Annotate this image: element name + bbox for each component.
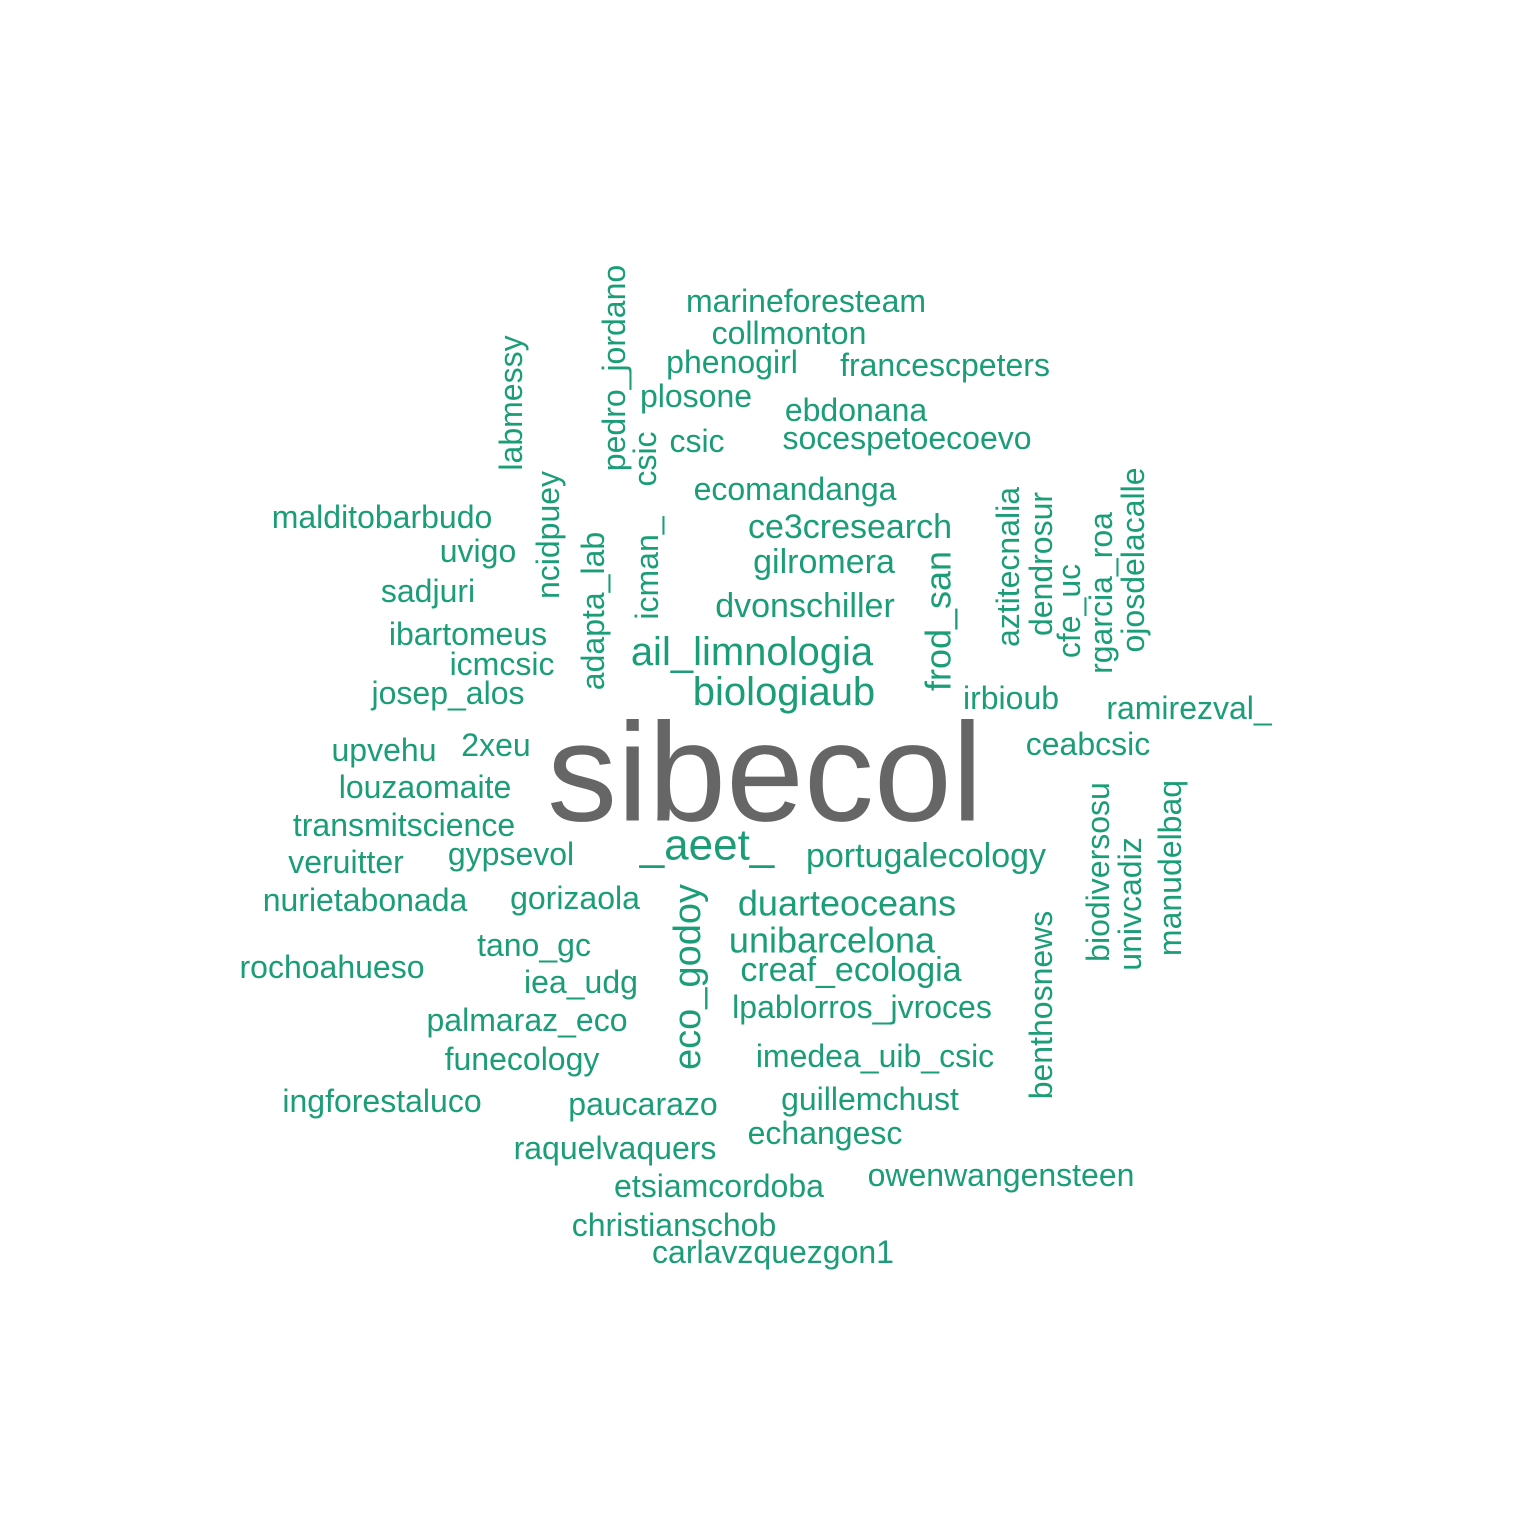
cloud-word: unibarcelona [729,920,936,961]
cloud-word: portugalecology [806,837,1046,875]
cloud-word: josep_alos [371,675,525,711]
primary-word: sibecol [547,694,983,851]
cloud-word: sadjuri [381,573,475,609]
cloud-word: carlavzquezgon1 [652,1234,894,1270]
cloud-word: ecomandanga [694,471,897,507]
cloud-word: malditobarbudo [272,499,493,535]
cloud-word: paucarazo [568,1086,717,1122]
cloud-word: biologiaub [693,670,875,714]
cloud-word: ojosdelacalle [1115,467,1151,652]
cloud-word: phenogirl [666,344,798,380]
cloud-word: creaf_ecologia [740,951,961,989]
cloud-word: ramirezval_ [1106,690,1273,726]
cloud-word: guillemchust [781,1081,959,1117]
cloud-word: ail_limnologia [631,630,874,674]
cloud-word: gilromera [753,543,895,581]
cloud-word: cfe_uc [1051,564,1087,658]
cloud-word: icmcsic [450,646,555,682]
cloud-word: palmaraz_eco [427,1002,628,1038]
cloud-word: icman_ [629,515,665,619]
cloud-word: biodiversosu [1080,782,1116,962]
cloud-word: louzaomaite [339,769,512,805]
cloud-word: transmitscience [293,807,515,843]
cloud-word: csic [669,423,724,459]
cloud-word: funecology [445,1041,600,1077]
cloud-word: uvigo [440,533,517,569]
cloud-word: ingforestaluco [282,1083,481,1119]
cloud-word: francescpeters [840,347,1050,383]
cloud-word: upvehu [332,732,437,768]
cloud-word: eco_godoy [667,884,709,1070]
cloud-word: raquelvaquers [514,1130,717,1166]
cloud-word: adapta_lab [575,532,611,690]
cloud-word: christianschob [572,1207,777,1243]
cloud-word: _aeet_ [639,821,775,870]
cloud-word: benthosnews [1023,911,1059,1100]
cloud-word: ncidpuey [530,471,566,599]
cloud-word: pedro_jordano [596,265,632,471]
cloud-word: plosone [640,378,752,414]
cloud-word: marineforesteam [686,283,926,319]
cloud-word: tano_gc [477,927,591,963]
cloud-word: ce3cresearch [748,508,952,546]
cloud-word: 2xeu [461,727,530,763]
cloud-word: etsiamcordoba [614,1168,824,1204]
cloud-word: owenwangensteen [868,1157,1135,1193]
cloud-word: labmessy [493,335,529,470]
cloud-word: nurietabonada [263,882,468,918]
cloud-word: dendrosur [1023,492,1059,636]
cloud-word: lpablorros_jvroces [732,989,992,1025]
cloud-word: imedea_uib_csic [756,1038,994,1074]
cloud-word: irbioub [963,680,1059,716]
cloud-word: duarteoceans [738,883,956,924]
cloud-word: manudelbaq [1152,780,1188,956]
cloud-word: univcadiz [1112,837,1148,970]
cloud-word: ibartomeus [389,616,547,652]
cloud-word: iea_udg [524,964,638,1000]
cloud-word: gorizaola [510,880,640,916]
cloud-word: rochoahueso [239,949,424,985]
cloud-word: frod_san [918,551,959,691]
cloud-word: veruitter [288,844,404,880]
cloud-word: csic [627,431,663,486]
cloud-word: gypsevol [448,836,574,872]
cloud-word: socespetoecoevo [782,420,1031,456]
cloud-word: collmonton [712,315,867,351]
cloud-word: dvonschiller [715,587,895,625]
cloud-word: echangesc [748,1115,903,1151]
cloud-word: rgarcia_roa [1083,512,1119,674]
cloud-word: ceabcsic [1026,726,1151,762]
cloud-word: ebdonana [785,392,928,428]
cloud-word: aztitecnalia [990,487,1026,647]
